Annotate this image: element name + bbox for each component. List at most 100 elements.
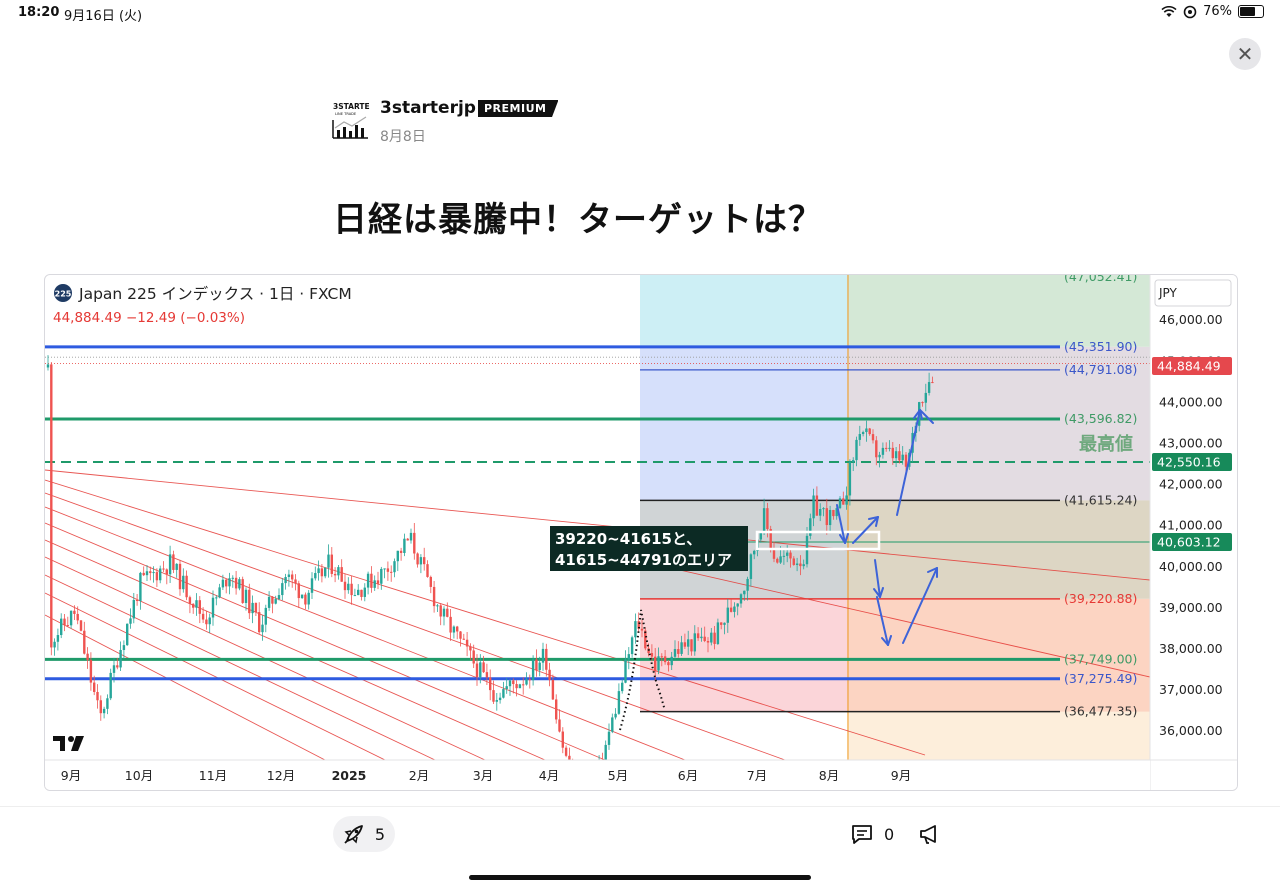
blue-arrow-7 [873, 588, 881, 598]
y-tick-label: 36,000.00 [1159, 723, 1223, 738]
candle [330, 554, 333, 574]
candle [76, 613, 79, 621]
candle [109, 672, 112, 699]
candle [53, 641, 56, 648]
currency-box [1154, 279, 1232, 307]
candle [327, 554, 330, 568]
candle [69, 610, 73, 626]
candle [647, 648, 650, 654]
candle [152, 572, 155, 574]
blue-arrow-13 [927, 567, 938, 573]
candle [442, 608, 446, 617]
trend-line-7 [45, 574, 436, 761]
y-tick-label: 40,000.00 [1159, 559, 1223, 574]
candle [119, 649, 122, 668]
all-time-high-label: 最高値 [1079, 433, 1133, 455]
candle [432, 586, 436, 607]
candle [439, 605, 442, 617]
price-chart[interactable]: 39220~41615と、41615~44791のエリア最高値(47,052.4… [45, 275, 1237, 790]
candle [300, 594, 304, 599]
candle [376, 580, 380, 584]
annotation-box [550, 526, 748, 571]
candle [558, 719, 561, 732]
candle [399, 550, 403, 554]
candle [634, 621, 637, 638]
candle [617, 691, 621, 714]
candle [462, 638, 465, 640]
candle [512, 680, 515, 685]
candle [182, 575, 185, 590]
y-tick-label: 41,000.00 [1159, 518, 1223, 533]
candle [149, 571, 152, 574]
candle [86, 653, 89, 661]
trend-line-8 [45, 592, 386, 761]
zone-cream [849, 711, 1150, 760]
candle [819, 509, 822, 516]
premium-badge: PREMIUM [478, 100, 559, 117]
candle [657, 656, 660, 671]
candle [66, 625, 69, 627]
candle [396, 550, 399, 562]
candle [875, 440, 878, 458]
candle [868, 428, 871, 435]
blue-arrow-18 [919, 409, 934, 424]
candle [858, 434, 861, 440]
y-tick-label: 39,000.00 [1159, 600, 1223, 615]
candle [310, 578, 314, 593]
candle [881, 447, 885, 455]
share-button[interactable] [918, 822, 942, 850]
candle [776, 558, 779, 563]
candle [188, 597, 192, 604]
candle [498, 697, 502, 701]
blue-arrow-0 [836, 504, 846, 544]
logo-part [71, 736, 84, 751]
candle [419, 557, 423, 565]
symbol-badge-label: 225 [55, 290, 72, 299]
author-name[interactable]: 3starterjp [380, 98, 476, 118]
candle [485, 672, 489, 678]
candle [663, 656, 667, 663]
close-button[interactable]: ✕ [1229, 38, 1261, 70]
battery-icon [1238, 5, 1264, 18]
candle [693, 633, 696, 652]
candle [228, 578, 231, 587]
candle [710, 632, 713, 643]
fib-label: (45,351.90) [1064, 339, 1137, 354]
candle [630, 637, 634, 655]
candle [211, 597, 215, 618]
candle [713, 632, 716, 644]
candle [357, 589, 360, 596]
trend-line-0 [45, 469, 1151, 581]
candle [901, 454, 904, 461]
x-tick-label: 12月 [267, 768, 295, 783]
candle [135, 599, 139, 602]
candle [726, 607, 729, 623]
x-tick-label: 10月 [125, 768, 153, 783]
candle [733, 606, 736, 612]
boost-button[interactable]: 5 [333, 816, 395, 852]
candle [116, 665, 119, 668]
candle [406, 538, 409, 541]
highlight-box [755, 530, 881, 551]
candle [828, 509, 832, 526]
post-date: 8月8日 [380, 129, 426, 145]
orientation-lock-icon [1183, 5, 1197, 18]
annotation-line-1: 39220~41615と、 [555, 530, 701, 548]
candle [700, 636, 703, 639]
blue-arrow-2 [844, 533, 849, 544]
comments-button[interactable]: 0 [850, 822, 894, 846]
candle [604, 744, 607, 760]
candle [720, 622, 723, 625]
candle [779, 556, 782, 563]
trend-line-4 [45, 522, 606, 761]
author-logo[interactable]: 3STARTER LINE TRADE [332, 98, 370, 140]
price-tag [1152, 453, 1232, 472]
blue-arrow-6 [874, 559, 881, 598]
status-right: 76% [1161, 4, 1264, 19]
candle [436, 605, 439, 607]
wifi-icon [1161, 5, 1177, 17]
candle [231, 577, 234, 579]
chart-card[interactable]: 39220~41615と、 41615~44791のエリア 最高値 (47,052.4… [44, 274, 1238, 791]
candle [469, 646, 472, 651]
candle [479, 662, 482, 678]
